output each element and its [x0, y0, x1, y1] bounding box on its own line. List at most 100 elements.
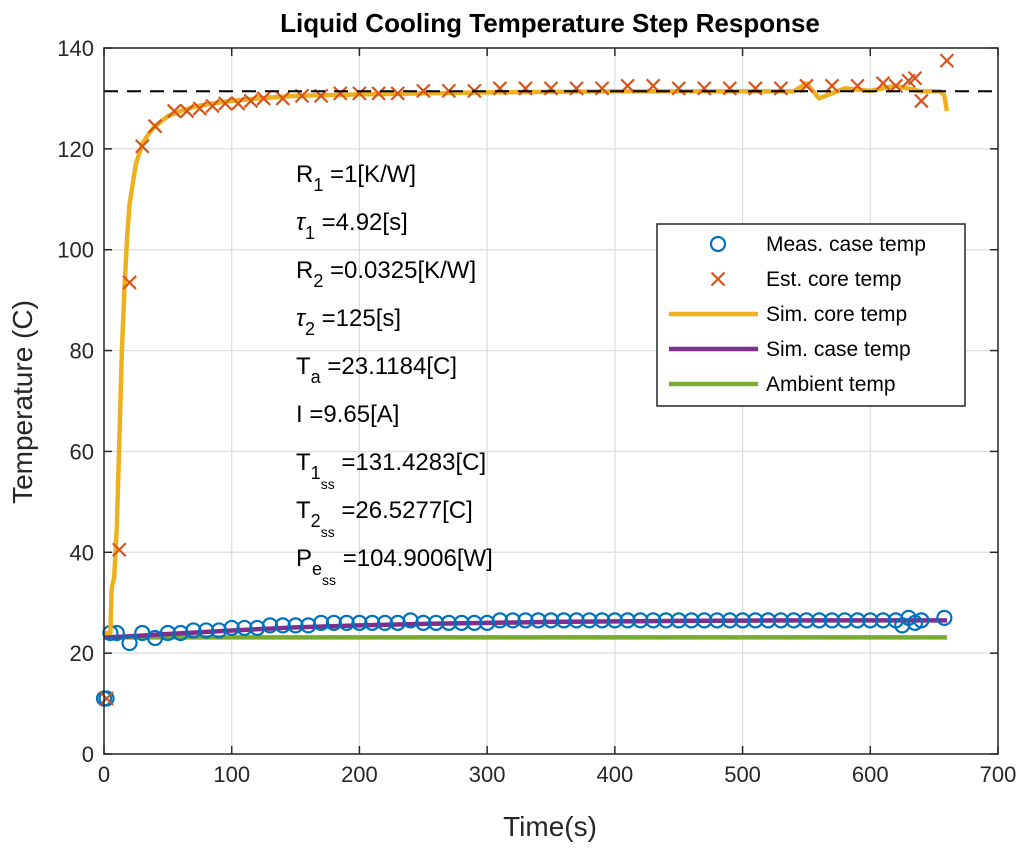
- point-meas-case-temp: [721, 612, 738, 629]
- legend-label-ambient-temp: Ambient temp: [766, 373, 896, 396]
- marker-stroke: [569, 81, 584, 96]
- point-est-core-temp: [275, 91, 291, 106]
- point-est-core-temp: [147, 118, 163, 134]
- x-tick-label: 500: [724, 762, 761, 787]
- marker-stroke: [371, 86, 386, 101]
- point-meas-case-temp: [823, 612, 841, 629]
- parameter-annotation: τ1 =4.92[s]: [296, 209, 408, 243]
- point-meas-case-temp: [504, 612, 521, 629]
- marker-stroke: [696, 81, 712, 96]
- point-meas-case-temp: [325, 614, 342, 631]
- point-meas-case-temp: [223, 619, 240, 637]
- marker-stroke: [205, 98, 220, 114]
- y-tick-label: 80: [70, 339, 94, 364]
- marker-stroke: [275, 91, 291, 106]
- point-meas-case-temp: [98, 690, 115, 707]
- point-meas-case-temp: [581, 612, 598, 629]
- x-tick-label: 0: [98, 762, 110, 787]
- point-meas-case-temp: [696, 612, 713, 629]
- legend-label-meas-case-temp: Meas. case temp: [766, 233, 926, 256]
- point-meas-case-temp: [836, 612, 853, 629]
- point-est-core-temp: [441, 83, 457, 99]
- point-meas-case-temp: [760, 612, 777, 629]
- x-tick-label: 200: [341, 762, 378, 787]
- point-meas-case-temp: [849, 612, 866, 629]
- point-meas-case-temp: [645, 612, 662, 629]
- point-meas-case-temp: [287, 617, 304, 634]
- legend-marker-meas-case-temp: [709, 235, 727, 253]
- point-meas-case-temp: [772, 612, 789, 629]
- x-axis-label: Time(s): [503, 811, 597, 842]
- point-est-core-temp: [99, 691, 114, 706]
- point-est-core-temp: [696, 81, 712, 96]
- legend-label-sim-case-temp: Sim. case temp: [766, 338, 911, 361]
- point-meas-case-temp: [274, 617, 291, 634]
- point-meas-case-temp: [542, 612, 560, 629]
- x-tick-label: 100: [213, 762, 250, 787]
- point-est-core-temp: [773, 81, 789, 96]
- point-est-core-temp: [492, 81, 508, 96]
- point-meas-case-temp: [657, 612, 675, 629]
- point-est-core-temp: [332, 86, 348, 101]
- point-est-core-temp: [205, 98, 220, 114]
- point-est-core-temp: [416, 83, 431, 99]
- point-est-core-temp: [518, 81, 533, 96]
- point-meas-case-temp: [427, 614, 445, 631]
- point-meas-case-temp: [785, 612, 802, 629]
- marker-stroke: [671, 81, 686, 96]
- point-meas-case-temp: [913, 612, 930, 629]
- marker-stroke: [773, 81, 789, 96]
- marker-stroke: [594, 81, 610, 96]
- legend: Meas. case temp Est. core temp Sim. core t…: [656, 223, 966, 407]
- point-meas-case-temp: [121, 634, 138, 652]
- point-meas-case-temp: [593, 612, 611, 629]
- point-est-core-temp: [135, 139, 150, 154]
- plot-frame: [103, 47, 999, 755]
- point-meas-case-temp: [159, 624, 176, 642]
- point-est-core-temp: [875, 76, 891, 91]
- marker-stroke: [218, 96, 233, 111]
- y-tick-label: 0: [82, 742, 94, 767]
- point-meas-case-temp: [568, 612, 585, 629]
- parameter-annotation: I =9.65[A]: [296, 401, 399, 428]
- marker-stroke: [352, 86, 367, 101]
- marker-stroke: [390, 86, 406, 101]
- point-meas-case-temp: [466, 614, 483, 631]
- point-meas-case-temp: [415, 614, 432, 631]
- marker-stroke: [99, 691, 114, 706]
- point-meas-case-temp: [936, 609, 953, 626]
- x-tick-label: 700: [980, 762, 1017, 787]
- y-tick-label: 20: [70, 641, 94, 666]
- marker-stroke: [313, 88, 329, 104]
- point-meas-case-temp: [185, 622, 202, 639]
- point-meas-case-temp: [364, 614, 381, 631]
- marker-stroke: [543, 81, 559, 96]
- parameter-annotations: R1 =1[K/W] τ1 =4.92[s] R2 =0.0325[K/W] τ2 =…: [296, 161, 493, 588]
- parameter-annotation: R1 =1[K/W]: [296, 161, 416, 195]
- marker-stroke: [230, 96, 246, 111]
- point-meas-case-temp: [632, 612, 649, 629]
- point-meas-case-temp: [874, 612, 892, 629]
- y-tick-label: 100: [57, 238, 94, 263]
- point-est-core-temp: [620, 78, 635, 94]
- marker-stroke: [907, 70, 923, 86]
- point-est-core-temp: [645, 78, 661, 94]
- parameter-annotation: T2ss =26.5277[C]: [296, 497, 473, 540]
- marker-stroke: [135, 139, 150, 154]
- parameter-annotation: Pess =104.9006[W]: [296, 545, 493, 588]
- marker-stroke: [748, 81, 763, 96]
- marker-stroke: [243, 93, 259, 109]
- point-meas-case-temp: [606, 612, 623, 629]
- point-meas-case-temp: [198, 622, 215, 639]
- point-est-core-temp: [594, 81, 610, 96]
- point-est-core-temp: [179, 103, 195, 119]
- y-tick-label: 40: [70, 540, 94, 565]
- point-est-core-temp: [390, 86, 406, 101]
- parameter-annotation: Ta =23.1184[C]: [296, 353, 457, 387]
- point-est-core-temp: [352, 86, 367, 101]
- point-est-core-temp: [371, 86, 386, 101]
- marker-stroke: [294, 88, 310, 104]
- point-meas-case-temp: [491, 612, 509, 629]
- point-meas-case-temp: [530, 612, 547, 629]
